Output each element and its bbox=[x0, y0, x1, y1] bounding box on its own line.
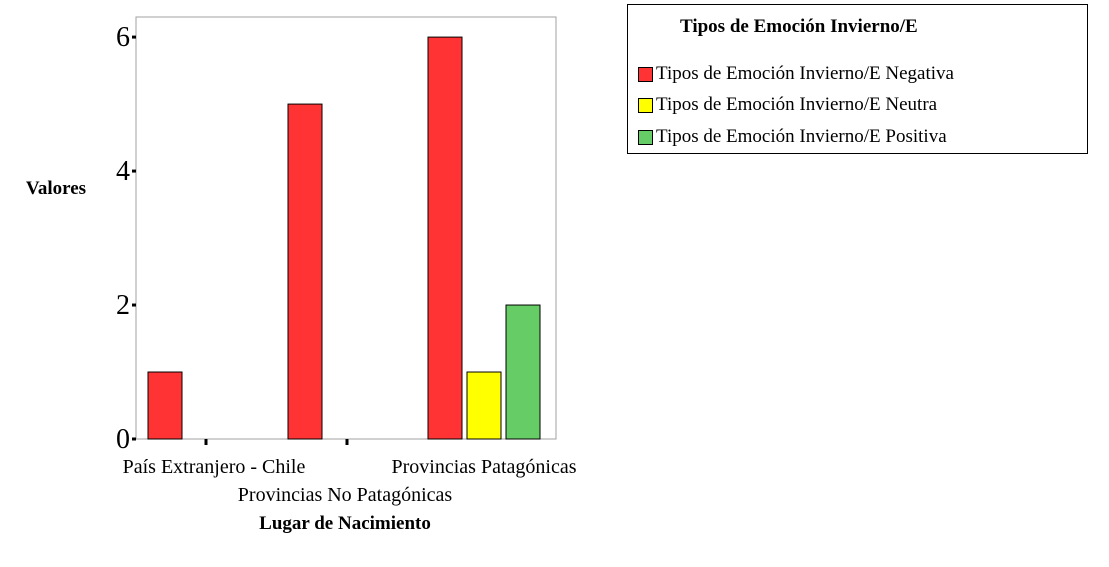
legend-swatch-1 bbox=[638, 66, 653, 82]
legend-item-2: Tipos de Emoción Invierno/E Neutra bbox=[638, 94, 937, 116]
x-axis-label: Lugar de Nacimiento bbox=[259, 513, 431, 534]
y-tick-label-0: 0 bbox=[116, 424, 130, 455]
legend: Tipos de Emoción Invierno/E Tipos de Emo… bbox=[627, 4, 1088, 154]
legend-title: Tipos de Emoción Invierno/E bbox=[680, 16, 918, 37]
bars-layer bbox=[147, 36, 541, 440]
y-tick-label-2: 4 bbox=[116, 156, 130, 187]
x-tick-label-3: Provincias Patagónicas bbox=[392, 456, 577, 478]
x-tick-label-2: Provincias No Patagónicas bbox=[238, 484, 453, 506]
y-tick-label-1: 2 bbox=[116, 290, 130, 321]
bar-1-1 bbox=[147, 371, 183, 440]
legend-label-2: Tipos de Emoción Invierno/E Neutra bbox=[656, 94, 938, 115]
x-tick-label-1: País Extranjero - Chile bbox=[123, 456, 306, 478]
y-tick-label-3: 6 bbox=[116, 22, 130, 53]
bar-1-3 bbox=[427, 36, 463, 440]
y-axis: 0 2 4 6 bbox=[116, 22, 136, 455]
bar-3-3 bbox=[505, 304, 541, 440]
x-axis: País Extranjero - Chile Provincias No Pat… bbox=[123, 439, 577, 506]
legend-label-3: Tipos de Emoción Invierno/E Positiva bbox=[656, 126, 947, 147]
y-axis-label: Valores bbox=[26, 178, 86, 199]
legend-swatch-3 bbox=[638, 129, 653, 145]
legend-item-1: Tipos de Emoción Invierno/E Negativa bbox=[638, 63, 954, 85]
legend-item-3: Tipos de Emoción Invierno/E Positiva bbox=[638, 126, 947, 148]
bar-1-2 bbox=[287, 103, 323, 440]
legend-swatch-2 bbox=[638, 97, 653, 113]
bar-2-3 bbox=[466, 371, 502, 440]
legend-label-1: Tipos de Emoción Invierno/E Negativa bbox=[656, 63, 954, 84]
